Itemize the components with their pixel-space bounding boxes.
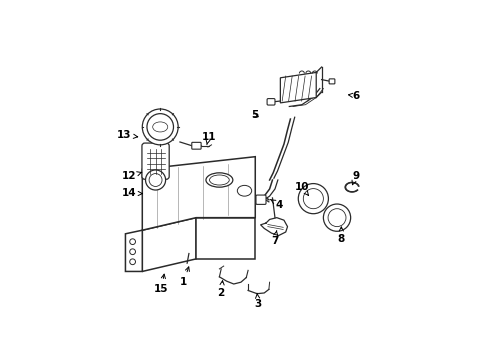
Circle shape [147,114,173,140]
Circle shape [129,259,135,265]
Polygon shape [280,72,316,103]
Circle shape [129,239,135,244]
Circle shape [129,249,135,255]
Text: 2: 2 [217,281,224,298]
Text: 4: 4 [270,200,283,210]
FancyBboxPatch shape [142,143,169,179]
Text: 8: 8 [337,227,344,244]
Text: 3: 3 [254,293,261,309]
Text: 9: 9 [351,171,359,185]
Text: 5: 5 [251,111,258,121]
Text: 1: 1 [180,267,189,287]
Text: 10: 10 [294,182,308,195]
FancyBboxPatch shape [328,79,334,84]
Circle shape [323,204,350,231]
Circle shape [142,109,178,145]
Ellipse shape [209,175,229,185]
FancyBboxPatch shape [191,142,201,149]
Circle shape [298,184,328,214]
Polygon shape [142,218,196,271]
Polygon shape [142,157,255,230]
Text: 11: 11 [201,132,215,145]
FancyBboxPatch shape [255,195,265,204]
Text: 13: 13 [117,130,138,140]
Text: 6: 6 [348,91,359,101]
Polygon shape [196,218,255,259]
Ellipse shape [237,185,251,196]
Text: 15: 15 [154,274,168,294]
FancyBboxPatch shape [266,99,274,105]
Text: 7: 7 [270,230,278,246]
Text: 14: 14 [122,188,142,198]
Text: 12: 12 [122,171,142,181]
Polygon shape [125,230,142,271]
Circle shape [145,170,165,190]
Ellipse shape [205,173,232,187]
